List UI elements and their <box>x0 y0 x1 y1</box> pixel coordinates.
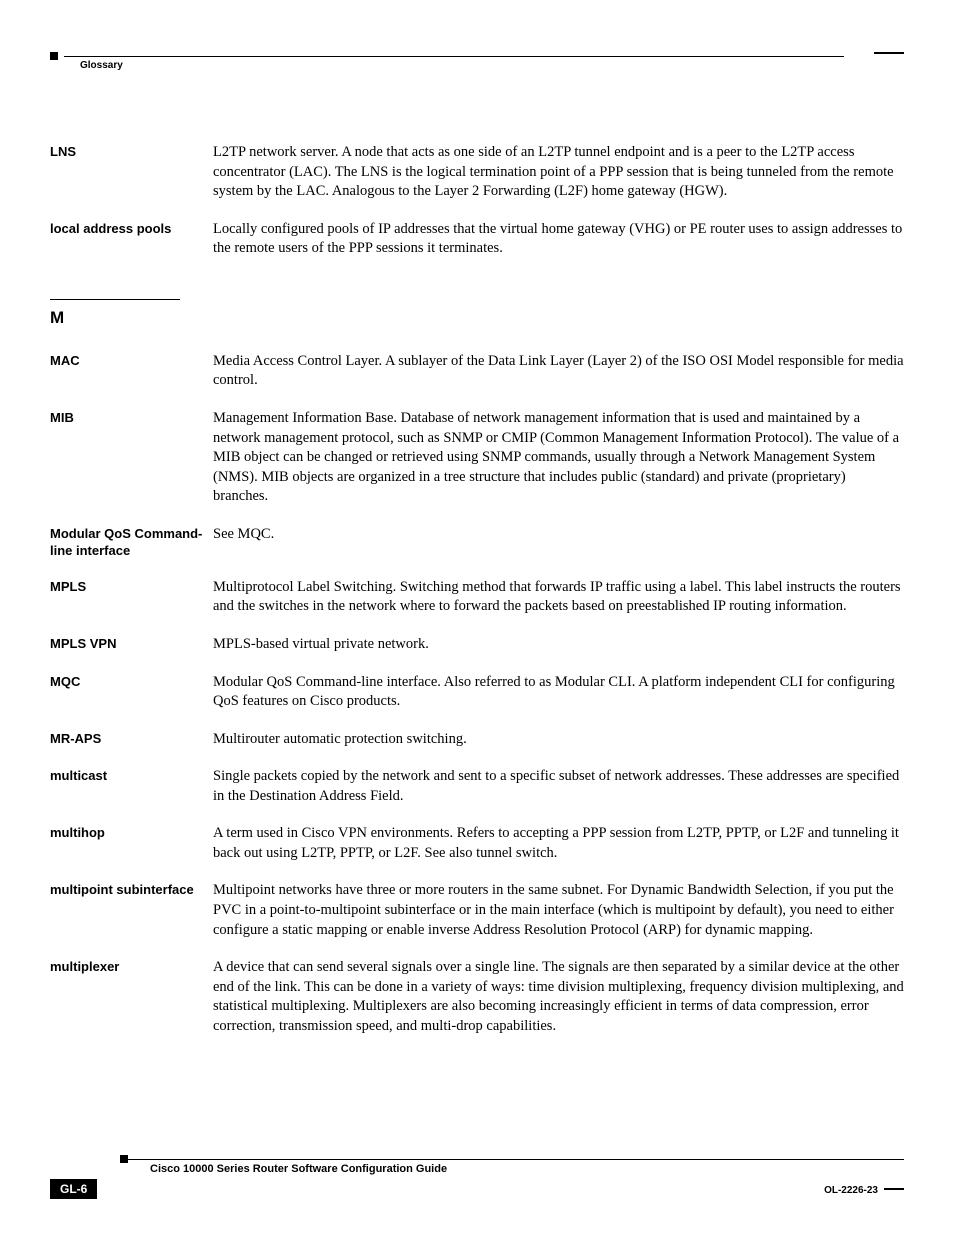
glossary-definition: Multipoint networks have three or more r… <box>213 881 904 940</box>
glossary-entry: MQC Modular QoS Command-line interface. … <box>50 673 904 712</box>
glossary-term: MPLS VPN <box>50 635 213 653</box>
glossary-term: multipoint subinterface <box>50 881 213 899</box>
glossary-term: multihop <box>50 824 213 842</box>
glossary-term: MIB <box>50 409 213 427</box>
glossary-entry: MR-APS Multirouter automatic protection … <box>50 730 904 750</box>
section-separator <box>50 299 180 300</box>
glossary-entry: MPLS Multiprotocol Label Switching. Swit… <box>50 578 904 617</box>
glossary-term: multiplexer <box>50 958 213 976</box>
glossary-term: local address pools <box>50 220 213 238</box>
glossary-content: LNS L2TP network server. A node that act… <box>50 143 904 1036</box>
glossary-term: MPLS <box>50 578 213 596</box>
glossary-definition: Media Access Control Layer. A sublayer o… <box>213 352 904 391</box>
glossary-term: MAC <box>50 352 213 370</box>
glossary-definition: Management Information Base. Database of… <box>213 409 904 507</box>
glossary-term: Modular QoS Command-line interface <box>50 525 213 560</box>
glossary-term: MQC <box>50 673 213 691</box>
glossary-term: MR-APS <box>50 730 213 748</box>
glossary-term: multicast <box>50 767 213 785</box>
header-rule-right <box>874 52 904 54</box>
glossary-entry: LNS L2TP network server. A node that act… <box>50 143 904 202</box>
glossary-definition: Multiprotocol Label Switching. Switching… <box>213 578 904 617</box>
footer-doc-id: OL-2226-23 <box>824 1180 904 1198</box>
glossary-definition: Modular QoS Command-line interface. Also… <box>213 673 904 712</box>
glossary-entry: multiplexer A device that can send sever… <box>50 958 904 1036</box>
glossary-definition: Multirouter automatic protection switchi… <box>213 730 904 750</box>
header-rule-left <box>50 52 844 60</box>
glossary-definition: Locally configured pools of IP addresses… <box>213 220 904 259</box>
glossary-definition: A term used in Cisco VPN environments. R… <box>213 824 904 863</box>
glossary-entry: MIB Management Information Base. Databas… <box>50 409 904 507</box>
section-letter: M <box>50 308 904 328</box>
glossary-definition: MPLS-based virtual private network. <box>213 635 904 655</box>
glossary-entry: multihop A term used in Cisco VPN enviro… <box>50 824 904 863</box>
page-footer: Cisco 10000 Series Router Software Confi… <box>50 1159 904 1199</box>
glossary-definition: See MQC. <box>213 525 904 545</box>
glossary-entry: multipoint subinterface Multipoint netwo… <box>50 881 904 940</box>
glossary-entry: MAC Media Access Control Layer. A sublay… <box>50 352 904 391</box>
glossary-entry: local address pools Locally configured p… <box>50 220 904 259</box>
footer-square-icon <box>120 1155 128 1163</box>
footer-rule <box>128 1159 904 1160</box>
glossary-entry: MPLS VPN MPLS-based virtual private netw… <box>50 635 904 655</box>
glossary-definition: A device that can send several signals o… <box>213 958 904 1036</box>
glossary-term: LNS <box>50 143 213 161</box>
glossary-definition: L2TP network server. A node that acts as… <box>213 143 904 202</box>
page-number: GL-6 <box>50 1179 97 1199</box>
glossary-entry: multicast Single packets copied by the n… <box>50 767 904 806</box>
footer-doc-title: Cisco 10000 Series Router Software Confi… <box>150 1163 904 1175</box>
glossary-entry: Modular QoS Command-line interface See M… <box>50 525 904 560</box>
header-section-label: Glossary <box>80 60 123 71</box>
glossary-definition: Single packets copied by the network and… <box>213 767 904 806</box>
